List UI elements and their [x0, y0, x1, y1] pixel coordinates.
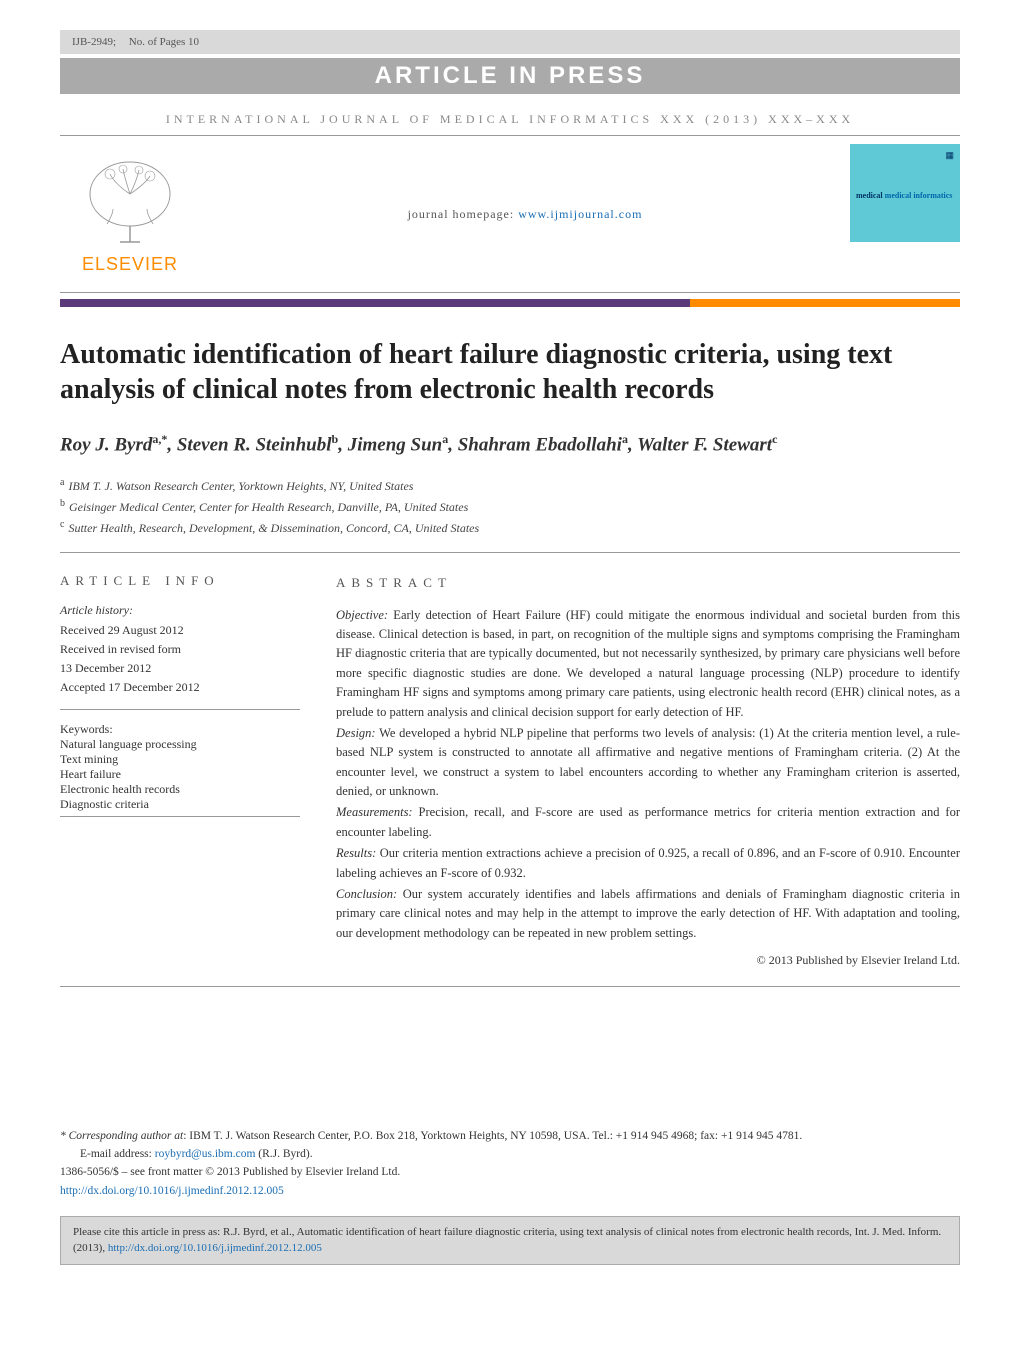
revised-line1: Received in revised form — [60, 640, 300, 659]
affiliation-a-text: IBM T. J. Watson Research Center, Yorkto… — [68, 479, 413, 493]
keyword-item: Heart failure — [60, 767, 300, 782]
abstract-measurements: Measurements: Precision, recall, and F-s… — [336, 803, 960, 842]
objective-label: Objective: — [336, 608, 388, 622]
affiliations: aIBM T. J. Watson Research Center, Yorkt… — [60, 475, 960, 554]
doc-id-text: IJB-2949; — [72, 36, 116, 48]
article-info-heading: article info — [60, 573, 300, 589]
results-text: Our criteria mention extractions achieve… — [336, 846, 960, 879]
affiliation-a: aIBM T. J. Watson Research Center, Yorkt… — [60, 475, 960, 496]
abstract-heading: abstract — [336, 573, 960, 593]
revised-line2: 13 December 2012 — [60, 659, 300, 678]
received-date: Received 29 August 2012 — [60, 621, 300, 640]
affiliation-c-text: Sutter Health, Research, Development, & … — [68, 521, 479, 535]
author-5: , Walter F. Stewart — [628, 434, 772, 455]
abstract-column: abstract Objective: Early detection of H… — [336, 573, 960, 969]
cover-icon: ▦ — [856, 150, 954, 161]
objective-text: Early detection of Heart Failure (HF) co… — [336, 608, 960, 719]
footer-notes: * Corresponding author at: IBM T. J. Wat… — [60, 1127, 960, 1201]
corresponding-author: * Corresponding author at: IBM T. J. Wat… — [60, 1127, 960, 1145]
elsevier-tree-icon — [75, 154, 185, 254]
abstract-objective: Objective: Early detection of Heart Fail… — [336, 606, 960, 722]
cover-title-text: medical informatics — [885, 191, 953, 200]
page-container: IJB-2949; No. of Pages 10 ARTICLE IN PRE… — [0, 0, 1020, 1285]
keyword-item: Text mining — [60, 752, 300, 767]
article-history-block: Article history: Received 29 August 2012… — [60, 601, 300, 710]
accepted-date: Accepted 17 December 2012 — [60, 678, 300, 697]
header-gray-bar: IJB-2949; No. of Pages 10 — [60, 30, 960, 54]
doi-link[interactable]: http://dx.doi.org/10.1016/j.ijmedinf.201… — [60, 1185, 284, 1197]
journal-homepage: journal homepage: www.ijmijournal.com — [408, 207, 643, 222]
measurements-label: Measurements: — [336, 805, 413, 819]
author-4: , Shahram Ebadollahi — [448, 434, 622, 455]
measurements-text: Precision, recall, and F-score are used … — [336, 805, 960, 838]
email-link[interactable]: roybyrd@us.ibm.com — [155, 1148, 256, 1160]
citation-box: Please cite this article in press as: R.… — [60, 1216, 960, 1265]
history-label: Article history: — [60, 601, 300, 620]
abstract-design: Design: We developed a hybrid NLP pipeli… — [336, 724, 960, 802]
homepage-link[interactable]: www.ijmijournal.com — [518, 207, 642, 221]
author-2: , Steven R. Steinhubl — [167, 434, 331, 455]
affiliation-c: cSutter Health, Research, Development, &… — [60, 517, 960, 538]
conclusion-label: Conclusion: — [336, 887, 397, 901]
abstract-conclusion: Conclusion: Our system accurately identi… — [336, 885, 960, 943]
results-label: Results: — [336, 846, 376, 860]
keywords-label: Keywords: — [60, 722, 300, 737]
keyword-item: Electronic health records — [60, 782, 300, 797]
corresponding-label: * Corresponding author at — [60, 1130, 183, 1142]
author-3: , Jimeng Sun — [338, 434, 442, 455]
author-1-sup: a,* — [152, 432, 167, 446]
conclusion-text: Our system accurately identifies and lab… — [336, 887, 960, 940]
affiliation-b-text: Geisinger Medical Center, Center for Hea… — [69, 500, 468, 514]
publisher-block: ELSEVIER — [60, 154, 200, 275]
two-column-section: article info Article history: Received 2… — [60, 573, 960, 986]
keywords-block: Keywords: Natural language processing Te… — [60, 722, 300, 817]
article-title: Automatic identification of heart failur… — [60, 337, 960, 407]
keyword-item: Natural language processing — [60, 737, 300, 752]
publisher-name: ELSEVIER — [82, 254, 178, 275]
color-accent-bar — [60, 299, 960, 307]
doc-pages: No. of Pages 10 — [129, 36, 199, 48]
journal-citation-line: international journal of medical informa… — [60, 112, 960, 127]
email-label: E-mail address: — [80, 1148, 155, 1160]
copyright-line: © 2013 Published by Elsevier Ireland Ltd… — [336, 951, 960, 970]
keyword-item: Diagnostic criteria — [60, 797, 300, 812]
design-label: Design: — [336, 726, 376, 740]
email-suffix: (R.J. Byrd). — [255, 1148, 312, 1160]
author-1: Roy J. Byrd — [60, 434, 152, 455]
homepage-label: journal homepage: — [408, 207, 519, 221]
journal-cover-thumbnail: ▦ medical medical informatics — [850, 144, 960, 284]
design-text: We developed a hybrid NLP pipeline that … — [336, 726, 960, 798]
keywords-underline — [60, 816, 300, 817]
header-row: ELSEVIER journal homepage: www.ijmijourn… — [60, 135, 960, 293]
issn-line: 1386-5056/$ – see front matter © 2013 Pu… — [60, 1163, 960, 1181]
corresponding-text: : IBM T. J. Watson Research Center, P.O.… — [183, 1130, 802, 1142]
cover-title: medical medical informatics — [856, 191, 954, 200]
article-info-column: article info Article history: Received 2… — [60, 573, 300, 969]
email-line: E-mail address: roybyrd@us.ibm.com (R.J.… — [80, 1145, 960, 1163]
author-5-sup: c — [772, 432, 777, 446]
article-in-press-banner: ARTICLE IN PRESS — [60, 58, 960, 94]
doi-line: http://dx.doi.org/10.1016/j.ijmedinf.201… — [60, 1182, 960, 1200]
authors-list: Roy J. Byrda,*, Steven R. Steinhublb, Ji… — [60, 431, 960, 459]
doc-id: IJB-2949; No. of Pages 10 — [72, 36, 199, 48]
cite-doi-link[interactable]: http://dx.doi.org/10.1016/j.ijmedinf.201… — [108, 1242, 322, 1254]
affiliation-b: bGeisinger Medical Center, Center for He… — [60, 496, 960, 517]
abstract-results: Results: Our criteria mention extraction… — [336, 844, 960, 883]
